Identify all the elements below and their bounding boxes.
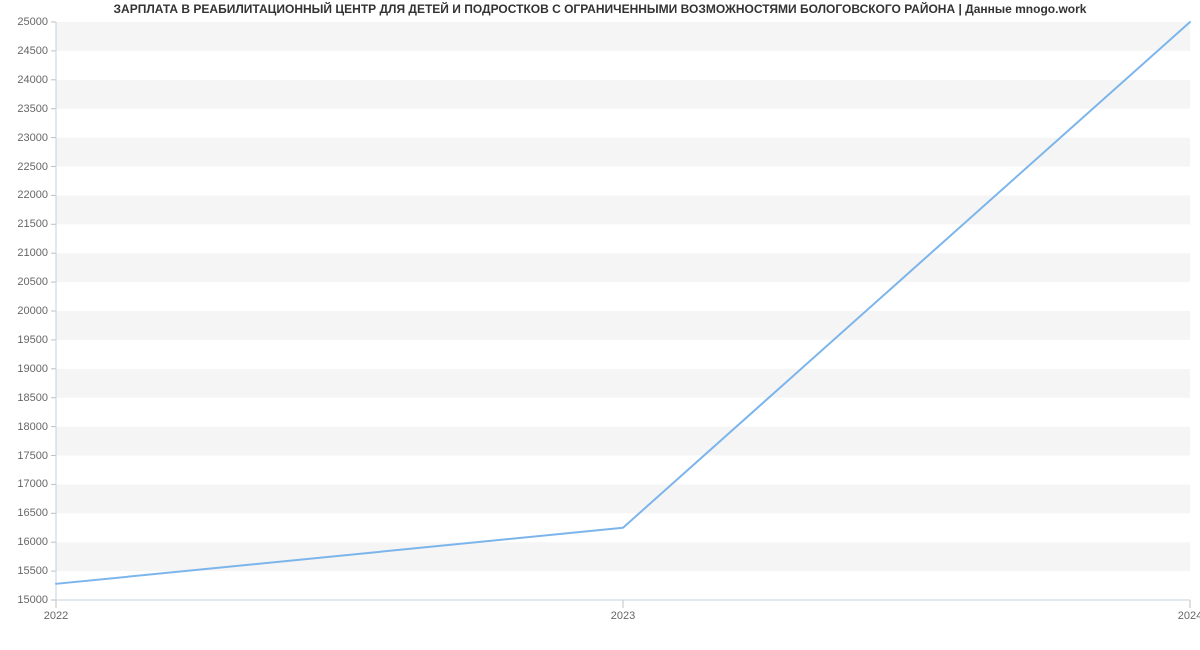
y-tick-label: 17000 — [0, 478, 48, 490]
y-tick-label: 24500 — [0, 45, 48, 57]
y-tick-label: 23000 — [0, 132, 48, 144]
chart-container: ЗАРПЛАТА В РЕАБИЛИТАЦИОННЫЙ ЦЕНТР ДЛЯ ДЕ… — [0, 0, 1200, 650]
y-tick-label: 24000 — [0, 74, 48, 86]
y-tick-label: 15000 — [0, 594, 48, 606]
y-tick-label: 16000 — [0, 536, 48, 548]
y-tick-label: 22500 — [0, 161, 48, 173]
x-tick-label: 2022 — [44, 610, 68, 622]
y-tick-label: 22000 — [0, 189, 48, 201]
y-tick-label: 15500 — [0, 565, 48, 577]
y-tick-label: 18500 — [0, 392, 48, 404]
y-tick-label: 23500 — [0, 103, 48, 115]
y-tick-label: 20500 — [0, 276, 48, 288]
y-tick-label: 18000 — [0, 421, 48, 433]
chart-svg — [0, 18, 1200, 632]
y-tick-label: 21000 — [0, 247, 48, 259]
y-tick-label: 20000 — [0, 305, 48, 317]
x-tick-label: 2024 — [1178, 610, 1200, 622]
chart-area: 15000 15500 16000 16500 17000 17500 18000 18500… — [0, 18, 1200, 632]
y-tick-label: 25000 — [0, 16, 48, 28]
y-tick-label: 17500 — [0, 450, 48, 462]
x-tick-label: 2023 — [611, 610, 635, 622]
y-tick-label: 16500 — [0, 507, 48, 519]
y-tick-label: 21500 — [0, 218, 48, 230]
y-tick-label: 19000 — [0, 363, 48, 375]
y-tick-label: 19500 — [0, 334, 48, 346]
chart-title: ЗАРПЛАТА В РЕАБИЛИТАЦИОННЫЙ ЦЕНТР ДЛЯ ДЕ… — [0, 2, 1200, 16]
